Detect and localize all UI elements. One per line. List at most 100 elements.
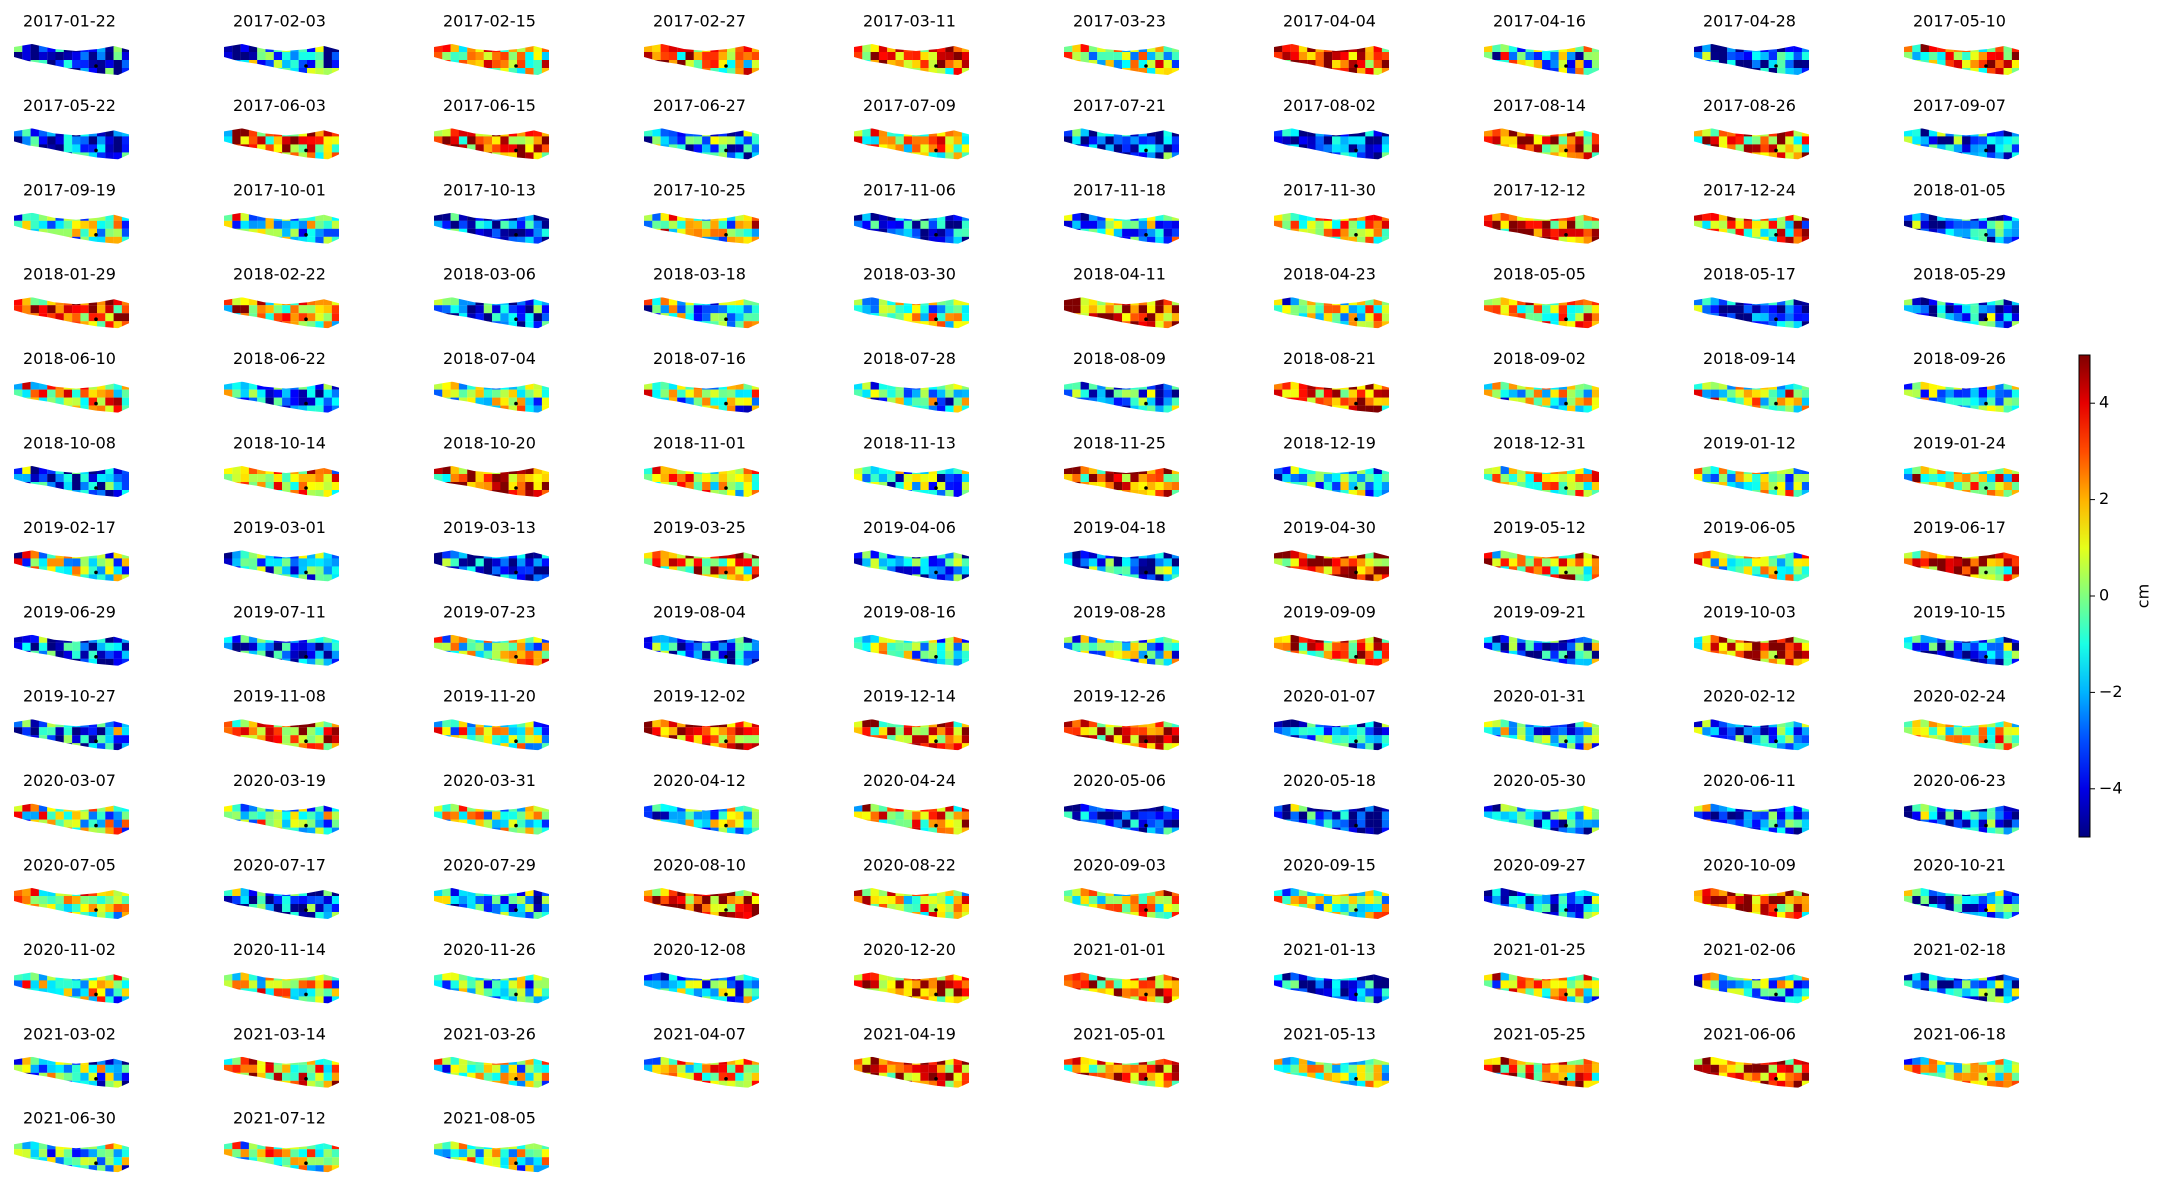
map-cell xyxy=(1290,482,1299,491)
map-cell xyxy=(854,297,863,306)
map-cell xyxy=(1735,305,1744,314)
map-cell xyxy=(862,743,871,751)
map-cell xyxy=(508,136,518,145)
map-cell xyxy=(1591,405,1599,413)
map-cell xyxy=(323,228,332,237)
map-cell xyxy=(63,212,73,221)
map-cell xyxy=(88,650,98,659)
map-cell xyxy=(47,474,56,483)
map-cell xyxy=(1484,136,1493,145)
map-cell xyxy=(2003,650,2012,659)
map-cell xyxy=(508,566,518,575)
map-cell xyxy=(1567,482,1576,491)
map-cell xyxy=(467,236,476,244)
map-cell xyxy=(644,44,653,53)
map-cell xyxy=(290,727,299,736)
map-cell xyxy=(1937,44,1946,53)
map-cell xyxy=(72,212,81,221)
map-cell xyxy=(1575,474,1584,483)
map-cell xyxy=(677,389,686,398)
map-cell xyxy=(2011,405,2019,413)
map-cell xyxy=(1097,642,1106,651)
map-cell xyxy=(1912,313,1921,322)
map-cell xyxy=(1995,220,2004,229)
map-cell xyxy=(1995,566,2004,575)
map-cell xyxy=(937,482,946,491)
map-cell xyxy=(1088,566,1098,575)
map-cell xyxy=(1298,466,1308,475)
map-cell xyxy=(1373,650,1382,659)
map-cell xyxy=(434,566,443,575)
map-cell xyxy=(63,558,73,567)
map-cell xyxy=(668,68,678,75)
map-cell xyxy=(1978,474,1988,483)
map-cell xyxy=(1542,550,1551,559)
map-cell xyxy=(458,642,468,651)
map-cell xyxy=(1978,466,1988,475)
map-cell xyxy=(1130,128,1139,137)
map-cell xyxy=(1735,136,1744,145)
map-cell xyxy=(1793,44,1802,53)
map-cell xyxy=(265,313,274,322)
map-cell xyxy=(702,212,711,221)
map-cell xyxy=(517,144,526,153)
map-cell xyxy=(442,466,451,475)
map-cell xyxy=(660,474,669,483)
map-cell xyxy=(290,313,299,322)
map-cell xyxy=(1937,642,1946,651)
map-cell xyxy=(1348,236,1358,244)
map-cell xyxy=(72,466,81,475)
map-cell xyxy=(248,743,258,751)
map-cell xyxy=(1357,474,1366,483)
map-cell xyxy=(1801,44,1809,53)
map-cell xyxy=(928,144,938,153)
map-cell xyxy=(1785,474,1794,483)
map-cell xyxy=(1904,128,1913,137)
map-cell xyxy=(1542,228,1551,237)
map-cell xyxy=(442,220,451,229)
map-cell xyxy=(63,313,73,322)
map-cell xyxy=(685,128,694,137)
map-cell xyxy=(1735,212,1744,221)
map-cell xyxy=(702,305,711,314)
map-cell xyxy=(1567,212,1576,221)
map-cell xyxy=(1373,136,1382,145)
map-cell xyxy=(895,52,904,61)
map-cell xyxy=(541,68,549,75)
map-cell xyxy=(644,719,653,728)
map-cell xyxy=(315,220,324,229)
map-cell xyxy=(1904,52,1913,61)
map-cell xyxy=(80,68,89,75)
map-cell xyxy=(467,228,476,237)
map-cell xyxy=(961,474,969,483)
map-cell xyxy=(1274,566,1283,575)
map-cell xyxy=(265,236,274,244)
map-cell xyxy=(1500,60,1509,69)
map-cell xyxy=(290,52,299,61)
map-cell xyxy=(727,558,736,567)
map-cell xyxy=(458,658,468,666)
panel-title: 2018-12-19 xyxy=(1283,434,1376,453)
map-cell xyxy=(1694,634,1703,643)
map-cell xyxy=(1702,144,1711,153)
map-cell xyxy=(878,566,888,575)
map-cell xyxy=(912,381,921,390)
map-cell xyxy=(257,574,266,582)
map-cell xyxy=(475,321,484,329)
map-cell xyxy=(1978,52,1988,61)
map-cell xyxy=(751,650,759,659)
map-cell xyxy=(1080,474,1089,483)
map-cell xyxy=(63,474,73,483)
map-cell xyxy=(500,144,509,153)
map-cell xyxy=(1583,128,1592,137)
map-cell xyxy=(693,381,703,390)
map-cell xyxy=(1122,650,1131,659)
map-cell xyxy=(912,136,921,145)
map-cell xyxy=(47,305,56,314)
map-cell xyxy=(1743,650,1753,659)
panel-title: 2018-07-04 xyxy=(443,349,536,368)
panel-title: 2018-01-29 xyxy=(23,265,116,284)
map-cell xyxy=(644,482,653,491)
map-cell xyxy=(1793,474,1802,483)
map-cell xyxy=(265,152,274,160)
